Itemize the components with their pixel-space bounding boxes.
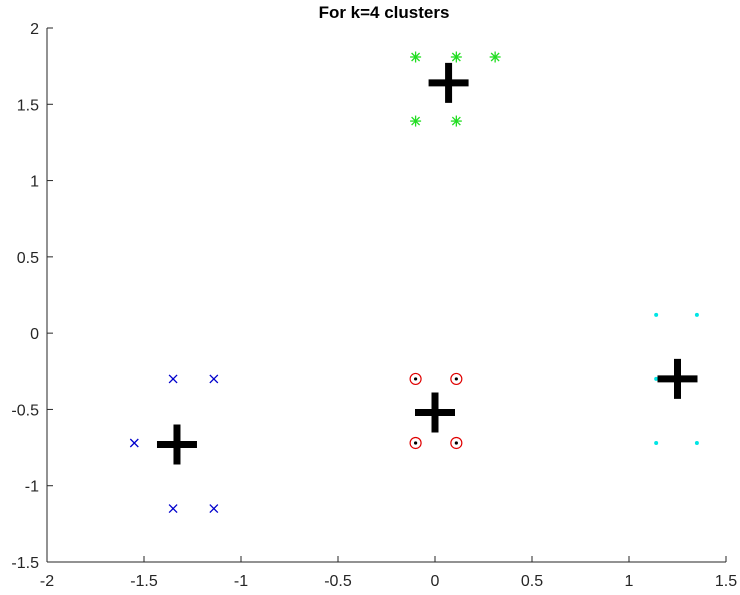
x-tick-label: -1 <box>234 573 248 590</box>
data-point-plus <box>415 392 455 433</box>
data-point-x <box>168 374 178 384</box>
y-tick-label: 2 <box>30 21 39 38</box>
chart-title: For k=4 clusters <box>319 3 450 22</box>
x-tick-label: 1.5 <box>715 573 737 590</box>
data-point-plus <box>156 424 197 465</box>
data-point-asterisk <box>489 51 501 63</box>
data-point-x <box>168 504 178 514</box>
data-point-dot <box>654 440 659 445</box>
data-point-x <box>209 504 219 514</box>
data-point-asterisk <box>410 115 422 127</box>
data-point-circle-dot <box>450 436 463 450</box>
y-tick-label: 1 <box>30 174 39 191</box>
data-point-plus <box>428 62 469 103</box>
data-point-dot <box>694 312 699 317</box>
data-point-asterisk <box>410 51 422 63</box>
y-tick-label: -1.5 <box>11 555 39 572</box>
data-point-dot <box>654 312 659 317</box>
y-tick-label: 1.5 <box>17 97 39 114</box>
data-point-x <box>209 374 219 384</box>
y-tick-label: -1 <box>25 479 39 496</box>
y-tick-label: 0.5 <box>17 250 39 267</box>
x-tick-label: 0.5 <box>521 573 543 590</box>
data-point-x <box>129 438 139 448</box>
data-point-circle-dot <box>450 372 463 386</box>
data-point-dot <box>694 440 699 445</box>
data-point-asterisk <box>450 51 462 63</box>
data-point-dot <box>654 376 659 381</box>
data-point-circle-dot <box>409 436 422 450</box>
data-point-circle-dot <box>409 372 422 386</box>
x-tick-label: -1.5 <box>130 573 158 590</box>
data-marks <box>129 51 699 514</box>
y-tick-label: 0 <box>30 326 39 343</box>
axes: -2 -1.5 -1 -0.5 0 0.5 1 1.5-1.5-1-0.500.511.52 <box>11 21 737 590</box>
data-point-asterisk <box>450 115 462 127</box>
x-tick-label: -2 <box>40 573 54 590</box>
x-tick-label: 1 <box>625 573 634 590</box>
x-tick-label: 0 <box>431 573 440 590</box>
x-tick-label: -0.5 <box>324 573 352 590</box>
data-point-plus <box>657 358 698 399</box>
y-tick-label: -0.5 <box>11 402 39 419</box>
